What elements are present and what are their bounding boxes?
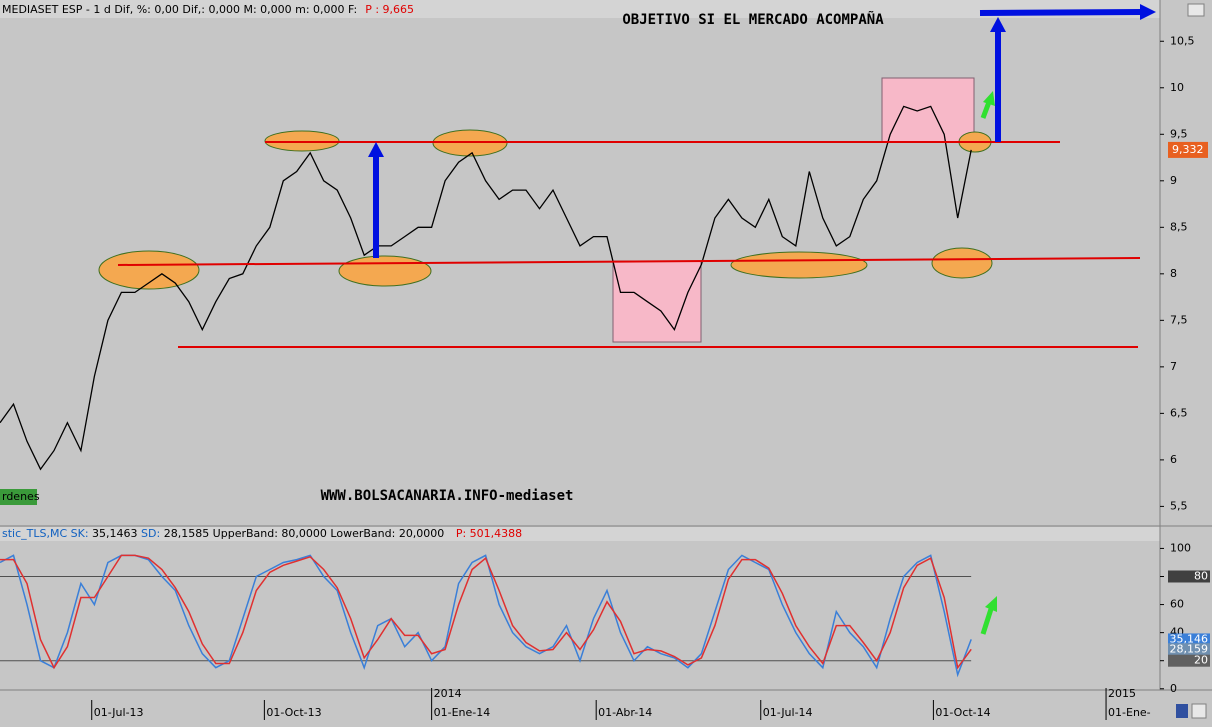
series-line bbox=[0, 554, 972, 670]
ellipse bbox=[931, 247, 993, 279]
series-line bbox=[0, 554, 972, 678]
header-segment: 35,1463 bbox=[89, 527, 141, 540]
level-label: 80 bbox=[1194, 569, 1208, 582]
support-line bbox=[117, 257, 1141, 266]
y-tick-label: 9 bbox=[1170, 174, 1177, 187]
y-tick-label: 0 bbox=[1170, 682, 1177, 695]
year-tick-label: 2014 bbox=[434, 687, 462, 700]
series-line bbox=[0, 105, 972, 471]
green-arrow bbox=[980, 608, 994, 635]
level-box bbox=[1168, 643, 1210, 656]
level-box bbox=[1168, 570, 1210, 583]
last-price-label: 9,332 bbox=[1172, 143, 1204, 156]
header-segment: stic_TLS,MC SK: bbox=[2, 527, 89, 540]
annotation-lines bbox=[117, 4, 1156, 635]
green-arrowhead bbox=[983, 91, 995, 106]
last-price-box bbox=[1168, 141, 1208, 158]
header-segment: SD: bbox=[141, 527, 160, 540]
blue-arrowhead bbox=[368, 142, 384, 157]
level-label: 28,159 bbox=[1170, 642, 1209, 655]
year-tick-label: 2015 bbox=[1108, 687, 1136, 700]
green-arrow bbox=[980, 101, 992, 119]
price-layer bbox=[0, 105, 972, 471]
y-tick-label: 60 bbox=[1170, 598, 1184, 611]
x-tick-label: 01-Oct-14 bbox=[935, 706, 990, 719]
y-tick-label: 10 bbox=[1170, 81, 1184, 94]
chart-title: OBJETIVO SI EL MERCADO ACOMPAÑA bbox=[622, 11, 884, 28]
ellipse bbox=[730, 251, 868, 279]
blue-arrowhead bbox=[1140, 4, 1156, 20]
x-tick-label: 01-Abr-14 bbox=[598, 706, 652, 719]
header-segment: P : 9,665 bbox=[365, 3, 414, 16]
watermark: WWW.BOLSACANARIA.INFO-mediaset bbox=[321, 488, 574, 504]
blue-arrowhead bbox=[990, 17, 1006, 32]
settings-button[interactable] bbox=[1191, 703, 1207, 719]
y-tick-label: 8 bbox=[1170, 267, 1177, 280]
ellipse bbox=[338, 255, 432, 287]
x-tick-label: 01-Ene-14 bbox=[434, 706, 491, 719]
ellipse bbox=[98, 250, 200, 290]
x-tick-label: 01-Jul-14 bbox=[763, 706, 813, 719]
y-tick-label: 100 bbox=[1170, 541, 1191, 554]
save-button[interactable] bbox=[1176, 704, 1188, 718]
x-tick-label: 01-Ene- bbox=[1108, 706, 1151, 719]
header-bar bbox=[0, 0, 1160, 18]
y-tick-label: 7,5 bbox=[1170, 313, 1188, 326]
pink-box bbox=[612, 260, 702, 343]
orders-tab[interactable] bbox=[0, 489, 37, 505]
y-tick-label: 6,5 bbox=[1170, 406, 1188, 419]
y-tick-label: 10,5 bbox=[1170, 34, 1195, 47]
green-arrowhead bbox=[985, 596, 997, 612]
y-tick-label: 9,5 bbox=[1170, 127, 1188, 140]
header-segment: P: 501,4388 bbox=[456, 527, 522, 540]
level-box bbox=[1168, 633, 1210, 646]
price-header: MEDIASET ESP - 1 d Dif, %: 0,00 Dif,: 0,… bbox=[2, 3, 414, 16]
indicator-header-bar bbox=[0, 527, 1160, 541]
level-label: 20 bbox=[1194, 654, 1208, 667]
pink-box bbox=[881, 77, 975, 143]
y-tick-label: 6 bbox=[1170, 453, 1177, 466]
y-tick-label: 5,5 bbox=[1170, 499, 1188, 512]
x-tick-label: 01-Jul-13 bbox=[94, 706, 144, 719]
y-tick-label: 7 bbox=[1170, 360, 1177, 373]
header-segment: MEDIASET ESP - 1 d Dif, %: 0,00 Dif,: 0,… bbox=[2, 3, 357, 16]
blue-arrow bbox=[979, 9, 1143, 16]
level-label: 35,146 bbox=[1170, 632, 1209, 645]
level-box bbox=[1168, 654, 1210, 667]
x-tick-label: 01-Oct-13 bbox=[266, 706, 321, 719]
window-button[interactable] bbox=[1187, 3, 1205, 17]
y-tick-label: 8,5 bbox=[1170, 220, 1188, 233]
orders-tab-label[interactable]: rdenes bbox=[2, 490, 40, 503]
indicator-header: stic_TLS,MC SK: 35,1463 SD: 28,1585 Uppe… bbox=[2, 527, 522, 540]
header-segment: 28,1585 UpperBand: 80,0000 LowerBand: 20… bbox=[160, 527, 448, 540]
